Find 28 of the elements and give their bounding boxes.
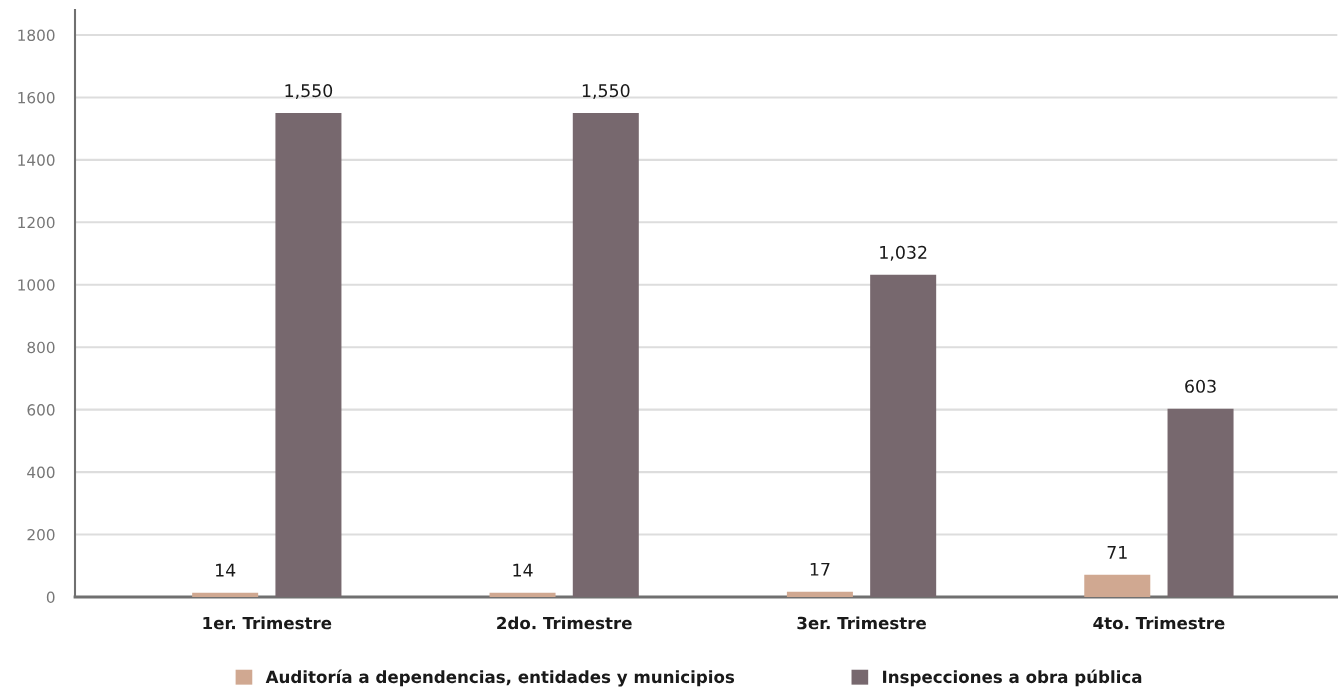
y-tick-label: 1600 — [18, 91, 55, 104]
y-tick-label: 200 — [27, 529, 55, 541]
y-tick-label: 1400 — [18, 154, 55, 166]
bar — [489, 592, 556, 597]
y-tick-label: 1800 — [18, 29, 55, 41]
bar — [192, 592, 259, 597]
data-label: 1,550 — [285, 84, 333, 99]
data-label: 14 — [216, 563, 236, 577]
y-tick-label: 600 — [27, 404, 55, 416]
legend-label: Inspecciones a obra pública — [883, 669, 1142, 687]
bar — [786, 591, 853, 597]
data-label: 17 — [810, 562, 830, 576]
x-tick-label: 2do. Trimestre — [497, 616, 632, 630]
data-label: 14 — [513, 563, 533, 577]
x-tick-label: 4to. Trimestre — [1093, 616, 1225, 630]
data-label: 603 — [1185, 379, 1216, 393]
y-tick-label: 800 — [27, 341, 55, 354]
x-tick-label: 1er. Trimestre — [203, 616, 332, 630]
y-tick-label: 1200 — [18, 216, 55, 229]
legend-label: Auditoría a dependencias, entidades y municipios — [265, 669, 735, 687]
data-label: 1,550 — [582, 84, 630, 99]
data-label: 71 — [1107, 546, 1127, 559]
y-tick-label: 0 — [46, 591, 55, 604]
y-tick-label: 1000 — [18, 279, 55, 291]
bar — [1084, 574, 1151, 597]
data-label: 1,032 — [880, 245, 927, 261]
y-tick-label: 400 — [27, 466, 55, 479]
x-tick-label: 3er. Trimestre — [797, 616, 926, 630]
